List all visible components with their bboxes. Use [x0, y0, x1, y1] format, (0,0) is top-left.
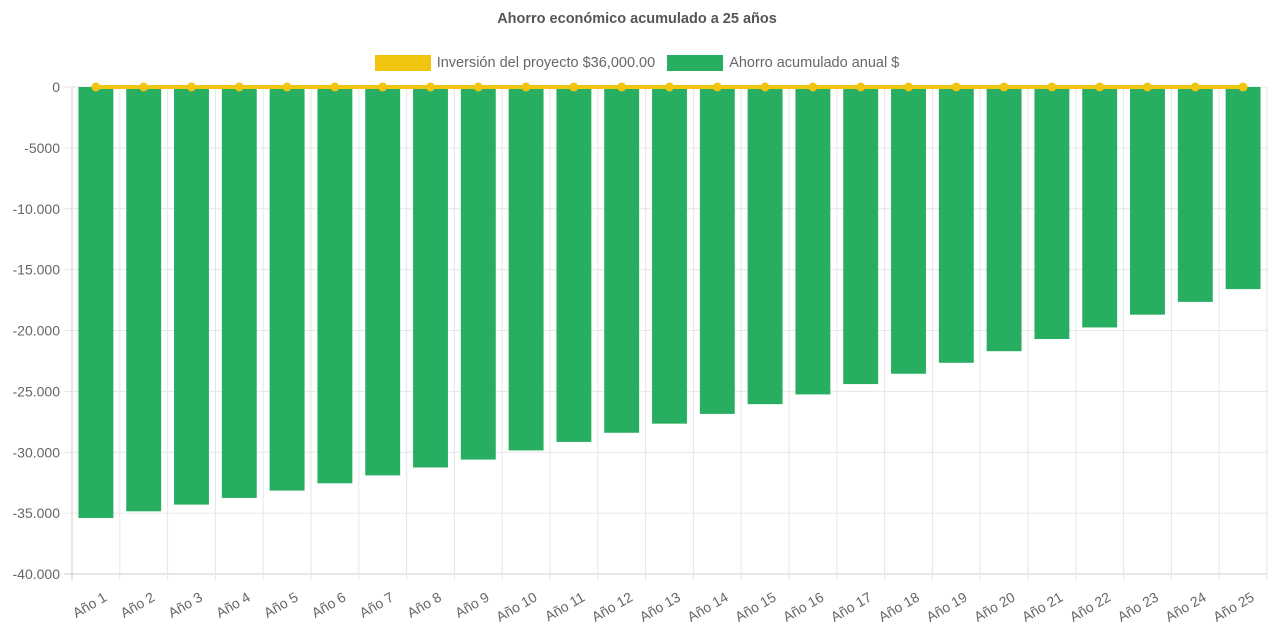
- legend-swatch-inversion: [374, 55, 431, 71]
- y-tick-label: -20.000: [13, 323, 61, 339]
- x-tick-label: Año 13: [637, 589, 684, 625]
- bar-ahorro: [269, 87, 305, 491]
- legend-item-ahorro[interactable]: Ahorro acumulado anual $: [667, 55, 899, 71]
- x-tick-label: Año 17: [828, 589, 875, 625]
- bar-ahorro: [843, 87, 879, 385]
- x-tick-label: Año 9: [452, 589, 492, 621]
- bar-ahorro: [460, 87, 496, 460]
- point-inversion: [234, 82, 244, 92]
- bar-ahorro: [508, 87, 544, 451]
- bar-ahorro: [938, 87, 974, 363]
- x-tick-label: Año 11: [542, 589, 588, 625]
- point-inversion: [760, 82, 770, 92]
- point-inversion: [665, 82, 674, 92]
- bar-ahorro: [891, 87, 926, 374]
- x-tick-label: Año 16: [780, 589, 827, 625]
- point-inversion: [139, 82, 149, 92]
- bar-ahorro: [652, 87, 687, 424]
- line-layer: [91, 82, 1248, 92]
- bar-ahorro: [699, 87, 735, 414]
- point-inversion: [1143, 82, 1152, 92]
- point-inversion: [187, 82, 196, 92]
- point-inversion: [904, 82, 913, 92]
- x-tick-label: Año 6: [309, 589, 349, 621]
- point-inversion: [569, 82, 579, 92]
- bar-ahorro: [317, 87, 353, 484]
- x-tick-label: Año 18: [876, 589, 923, 625]
- legend-swatch-ahorro: [667, 55, 724, 71]
- bar-ahorro: [604, 87, 640, 433]
- point-inversion: [1095, 82, 1105, 92]
- x-tick-label: Año 22: [1067, 589, 1114, 625]
- point-inversion: [426, 82, 435, 92]
- bar-ahorro: [1082, 87, 1118, 328]
- bar-ahorro: [1130, 87, 1165, 315]
- bar-ahorro: [1177, 87, 1213, 302]
- bar-ahorro: [126, 87, 162, 512]
- bar-ahorro: [1034, 87, 1070, 340]
- bar-ahorro: [413, 87, 448, 468]
- bar-ahorro: [795, 87, 831, 395]
- point-inversion: [282, 82, 292, 92]
- point-inversion: [330, 82, 340, 92]
- x-tick-label: Año 10: [493, 589, 540, 625]
- point-inversion: [951, 82, 961, 92]
- point-inversion: [1238, 82, 1248, 92]
- point-inversion: [521, 82, 531, 92]
- point-inversion: [808, 82, 818, 92]
- point-inversion: [378, 82, 388, 92]
- point-inversion: [999, 82, 1009, 92]
- y-tick-label: -25.000: [13, 383, 61, 399]
- y-tick-label: -35.000: [13, 505, 61, 521]
- x-tick-label: Año 25: [1210, 589, 1257, 625]
- point-inversion: [91, 82, 101, 92]
- x-tick-label: Año 1: [70, 589, 110, 621]
- bar-ahorro: [1225, 87, 1261, 290]
- point-inversion: [1190, 82, 1200, 92]
- point-inversion: [617, 82, 627, 92]
- x-tick-label: Año 24: [1162, 589, 1209, 625]
- chart-title: Ahorro económico acumulado a 25 años: [497, 11, 777, 27]
- bar-ahorro: [78, 87, 114, 518]
- y-tick-label: -10.000: [13, 201, 61, 217]
- point-inversion: [473, 82, 483, 92]
- x-tick-label: Año 20: [971, 589, 1018, 625]
- legend-label-ahorro: Ahorro acumulado anual $: [729, 55, 900, 71]
- point-inversion: [712, 82, 722, 92]
- bar-ahorro: [986, 87, 1022, 352]
- x-tick-label: Año 12: [589, 589, 636, 625]
- x-tick-label: Año 19: [923, 589, 970, 625]
- bar-ahorro: [221, 87, 257, 498]
- y-tick-label: -15.000: [13, 262, 61, 278]
- legend: Inversión del proyecto $36,000.00 Ahorro…: [0, 55, 1274, 71]
- x-tick-label: Año 21: [1019, 589, 1066, 625]
- x-tick-label: Año 5: [261, 589, 301, 621]
- bar-ahorro: [365, 87, 401, 476]
- x-tick-label: Año 7: [357, 589, 397, 621]
- x-tick-label: Año 2: [118, 589, 158, 621]
- x-tick-label: Año 23: [1115, 589, 1162, 625]
- legend-label-inversion: Inversión del proyecto $36,000.00: [436, 55, 656, 71]
- y-tick-label: -40.000: [13, 566, 61, 582]
- y-tick-label: -5000: [24, 140, 60, 156]
- x-tick-label: Año 4: [213, 589, 253, 621]
- y-tick-label: 0: [52, 79, 60, 95]
- point-inversion: [856, 82, 866, 92]
- bar-ahorro: [174, 87, 209, 505]
- bar-ahorro: [747, 87, 783, 405]
- bar-ahorro: [556, 87, 592, 442]
- x-tick-label: Año 8: [404, 589, 444, 621]
- x-tick-label: Año 14: [684, 589, 731, 625]
- bar-layer: [78, 87, 1261, 518]
- x-tick-label: Año 3: [165, 589, 205, 621]
- y-tick-label: -30.000: [13, 444, 61, 460]
- point-inversion: [1047, 82, 1057, 92]
- legend-item-inversion[interactable]: Inversión del proyecto $36,000.00: [374, 55, 656, 71]
- x-tick-label: Año 15: [732, 589, 779, 625]
